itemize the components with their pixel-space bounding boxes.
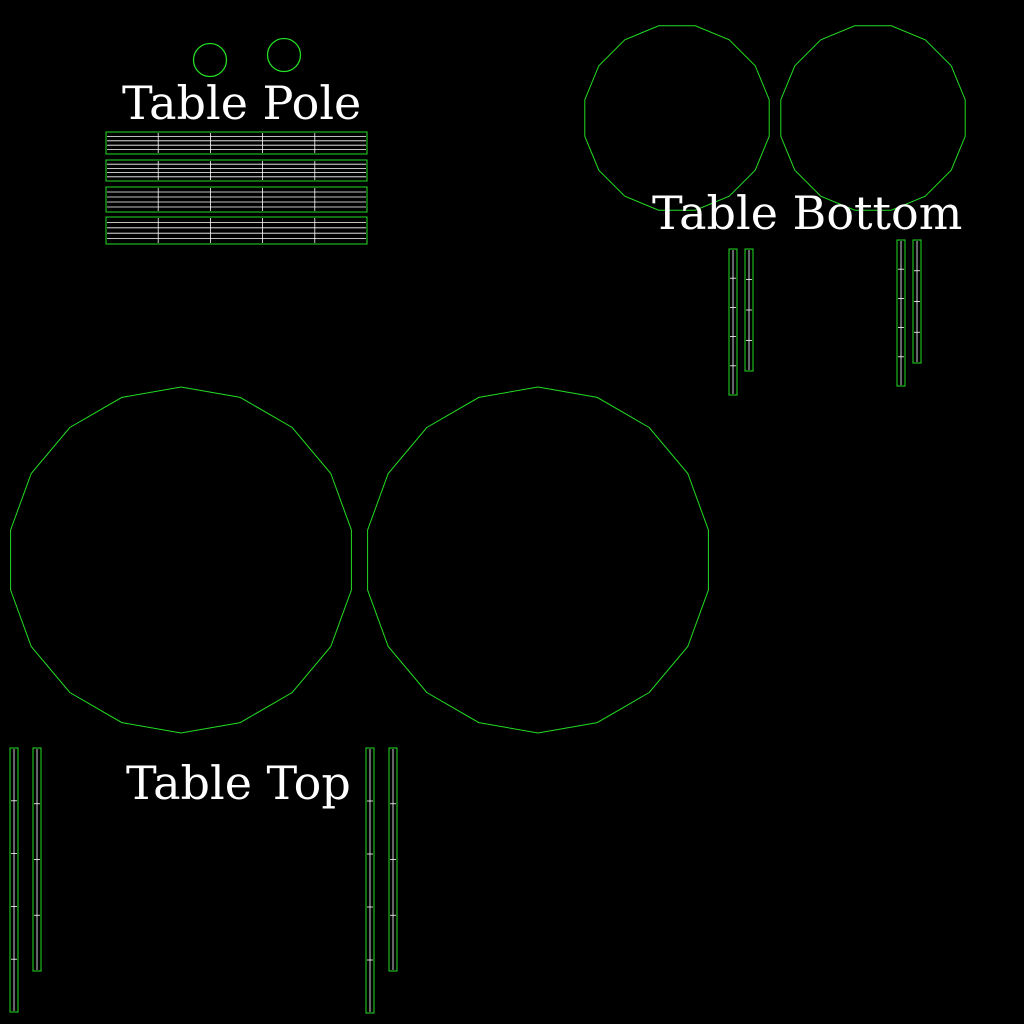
pole-strip-border (105, 159, 368, 182)
bottom-disc-left (584, 25, 770, 211)
bottom-disc-outline (780, 25, 966, 211)
rim-strip-border (912, 239, 922, 364)
top-rim-strips (9, 747, 398, 1014)
table-bottom-uv-island (584, 25, 966, 396)
pole-strip-border (105, 131, 368, 155)
table-top-uv-island (9, 386, 709, 1014)
bottom-rim-strips (728, 239, 922, 396)
top-rim-strip (388, 747, 398, 972)
rim-strip-border (9, 747, 19, 1013)
pole-strip (105, 186, 368, 213)
rim-strip-border (388, 747, 398, 972)
pole-cap-circle (192, 42, 228, 78)
pole-strip (105, 131, 368, 155)
rim-strip-border (728, 248, 738, 396)
rim-strip-border (365, 747, 375, 1014)
top-disc-outline (367, 386, 709, 734)
top-rim-strip (9, 747, 19, 1013)
top-rim-strip (32, 747, 42, 972)
rim-strip-border (32, 747, 42, 972)
top-disc-outline (10, 386, 352, 734)
bottom-disc-right (780, 25, 966, 211)
table-pole-label: Table Pole (122, 76, 362, 130)
table-pole-uv-island (105, 37, 368, 245)
pole-strip (105, 216, 368, 245)
top-disc-right (367, 386, 709, 734)
bottom-rim-strip (896, 239, 906, 387)
pole-cap-circles (192, 37, 302, 78)
rim-strip-border (744, 248, 754, 372)
table-bottom-label: Table Bottom (652, 186, 963, 240)
pole-cap-circle (266, 37, 302, 73)
rim-strip-border (896, 239, 906, 387)
pole-strip-border (105, 186, 368, 213)
top-rim-strip (365, 747, 375, 1014)
table-top-label: Table Top (126, 756, 351, 810)
bottom-disc-outline (584, 25, 770, 211)
top-disc-left (10, 386, 352, 734)
pole-side-strips (105, 131, 368, 245)
bottom-rim-strip (912, 239, 922, 364)
pole-strip (105, 159, 368, 182)
bottom-rim-strip (728, 248, 738, 396)
pole-strip-border (105, 216, 368, 245)
bottom-rim-strip (744, 248, 754, 372)
